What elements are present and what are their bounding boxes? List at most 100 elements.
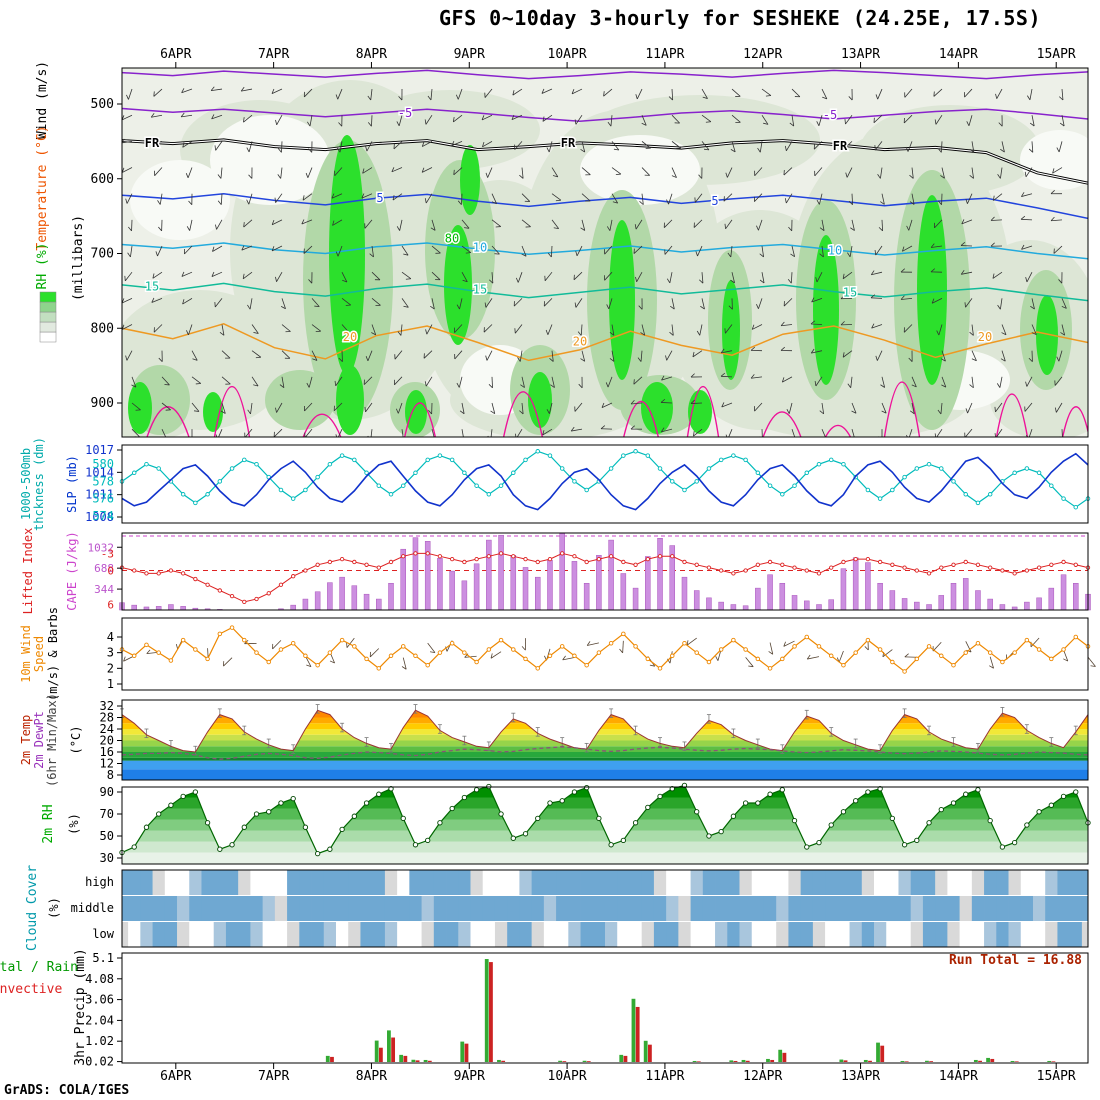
svg-text:7APR: 7APR (258, 1069, 289, 1084)
svg-text:1011: 1011 (85, 488, 114, 502)
svg-text:1032: 1032 (88, 541, 115, 554)
svg-text:SLP (mb): SLP (mb) (65, 455, 79, 513)
svg-text:1.02: 1.02 (85, 1034, 114, 1048)
svg-text:10APR: 10APR (548, 47, 587, 62)
svg-text:2.04: 2.04 (85, 1013, 114, 1027)
svg-text:580: 580 (92, 457, 114, 471)
svg-text:8: 8 (107, 768, 114, 782)
svg-text:15: 15 (843, 285, 857, 299)
svg-text:low: low (92, 927, 114, 941)
svg-text:2m Temp: 2m Temp (19, 715, 33, 766)
svg-text:middle: middle (71, 901, 114, 915)
svg-text:10m Wind: 10m Wind (19, 625, 33, 683)
svg-text:20: 20 (100, 734, 114, 748)
svg-text:20: 20 (978, 330, 992, 344)
svg-text:-5: -5 (823, 108, 837, 122)
svg-text:16: 16 (100, 745, 114, 759)
svg-text:6APR: 6APR (160, 47, 191, 62)
svg-text:12APR: 12APR (743, 1069, 782, 1084)
svg-text:30: 30 (100, 851, 114, 865)
svg-text:28: 28 (100, 711, 114, 725)
precip-panel: 5.1 4.08 3.06 2.04 1.02 0.02 Run Total = 16.88… (85, 951, 1089, 1084)
svg-text:13APR: 13APR (841, 1069, 880, 1084)
svg-text:500: 500 (91, 97, 114, 112)
svg-text:6APR: 6APR (160, 1069, 191, 1084)
svg-text:14APR: 14APR (939, 1069, 978, 1084)
svg-text:1: 1 (107, 677, 114, 691)
svg-text:FR: FR (145, 136, 160, 150)
svg-text:1008: 1008 (85, 510, 114, 524)
cloud-cover-panel: high middle low (71, 869, 1089, 948)
wind10m-panel: 4 32 1 (107, 617, 1096, 691)
svg-text:574: 574 (92, 509, 114, 523)
svg-text:3.06: 3.06 (85, 993, 114, 1007)
svg-text:4.08: 4.08 (85, 972, 114, 986)
svg-text:578: 578 (92, 474, 114, 488)
svg-text:11APR: 11APR (645, 1069, 684, 1084)
svg-text:5.1: 5.1 (92, 951, 114, 965)
rh2m-panel: 90 70 50 30 (100, 782, 1091, 865)
svg-text:(m/s) & Barbs: (m/s) & Barbs (46, 607, 60, 701)
svg-text:Cloud Cover: Cloud Cover (25, 865, 40, 951)
svg-text:thckness (dm): thckness (dm) (32, 437, 46, 531)
svg-text:4: 4 (107, 630, 114, 644)
svg-text:15: 15 (145, 279, 159, 293)
page-title: GFS 0~10day 3-hourly for SESHEKE (24.25E… (439, 6, 1041, 30)
svg-text:(6hr Min/Max): (6hr Min/Max) (45, 693, 59, 787)
svg-text:15APR: 15APR (1037, 47, 1076, 62)
svg-text:FR: FR (561, 136, 576, 150)
svg-text:70: 70 (100, 807, 114, 821)
svg-text:8APR: 8APR (356, 47, 387, 62)
slp-thickness-panel: 1017 1014 1011 1008 580 578 576 574 (85, 443, 1091, 524)
svg-text:Lifted Index: Lifted Index (21, 528, 35, 615)
svg-text:50: 50 (100, 829, 114, 843)
svg-text:12: 12 (100, 757, 114, 771)
svg-text:24: 24 (100, 722, 114, 736)
svg-text:Temperature (°C): Temperature (°C) (35, 125, 50, 250)
svg-text:10APR: 10APR (548, 1069, 587, 1084)
svg-text:20: 20 (573, 335, 587, 349)
svg-text:9APR: 9APR (454, 1069, 485, 1084)
svg-text:32: 32 (100, 699, 114, 713)
svg-text:90: 90 (100, 785, 114, 799)
svg-text:high: high (85, 875, 114, 889)
svg-text:Wind (m/s): Wind (m/s) (35, 61, 50, 139)
svg-text:3: 3 (107, 646, 114, 660)
svg-text:700: 700 (91, 247, 114, 262)
svg-text:12APR: 12APR (743, 47, 782, 62)
svg-text:11APR: 11APR (645, 47, 684, 62)
svg-text:15: 15 (473, 282, 487, 296)
svg-text:CAPE (J/kg): CAPE (J/kg) (65, 531, 79, 610)
svg-text:RH (%): RH (%) (35, 243, 50, 290)
svg-text:(°C): (°C) (69, 726, 83, 755)
svg-text:0.02: 0.02 (85, 1055, 114, 1069)
svg-text:5: 5 (711, 194, 718, 208)
svg-text:800: 800 (91, 321, 114, 336)
svg-text:20: 20 (343, 330, 357, 344)
svg-text:900: 900 (91, 396, 114, 411)
svg-text:1017: 1017 (85, 443, 114, 457)
svg-text:2: 2 (107, 661, 114, 675)
svg-text:(%): (%) (67, 813, 81, 835)
svg-text:Run Total = 16.88: Run Total = 16.88 (949, 953, 1082, 968)
svg-text:-3: -3 (101, 547, 114, 560)
svg-text:344: 344 (94, 583, 114, 596)
svg-text:FR: FR (833, 139, 848, 153)
svg-text:576: 576 (92, 492, 114, 506)
svg-text:0: 0 (107, 565, 114, 578)
svg-text:(millibars): (millibars) (71, 215, 86, 301)
svg-text:1000-500mb: 1000-500mb (19, 448, 33, 520)
svg-text:14APR: 14APR (939, 47, 978, 62)
axis-labels: Wind (m/s)Temperature (°C)RH (%) (milliba… (0, 61, 88, 1066)
svg-text:5: 5 (376, 191, 383, 205)
upper-air-panel: -5 -5 FR FR FR 5 5 10 10 15 15 15 20 20 20 80 500 600 700 8… (91, 47, 1089, 438)
svg-text:13APR: 13APR (841, 47, 880, 62)
svg-text:9APR: 9APR (454, 47, 485, 62)
svg-text:8APR: 8APR (356, 1069, 387, 1084)
svg-text:15APR: 15APR (1037, 1069, 1076, 1084)
svg-text:10: 10 (828, 244, 842, 258)
svg-text:10: 10 (473, 241, 487, 255)
